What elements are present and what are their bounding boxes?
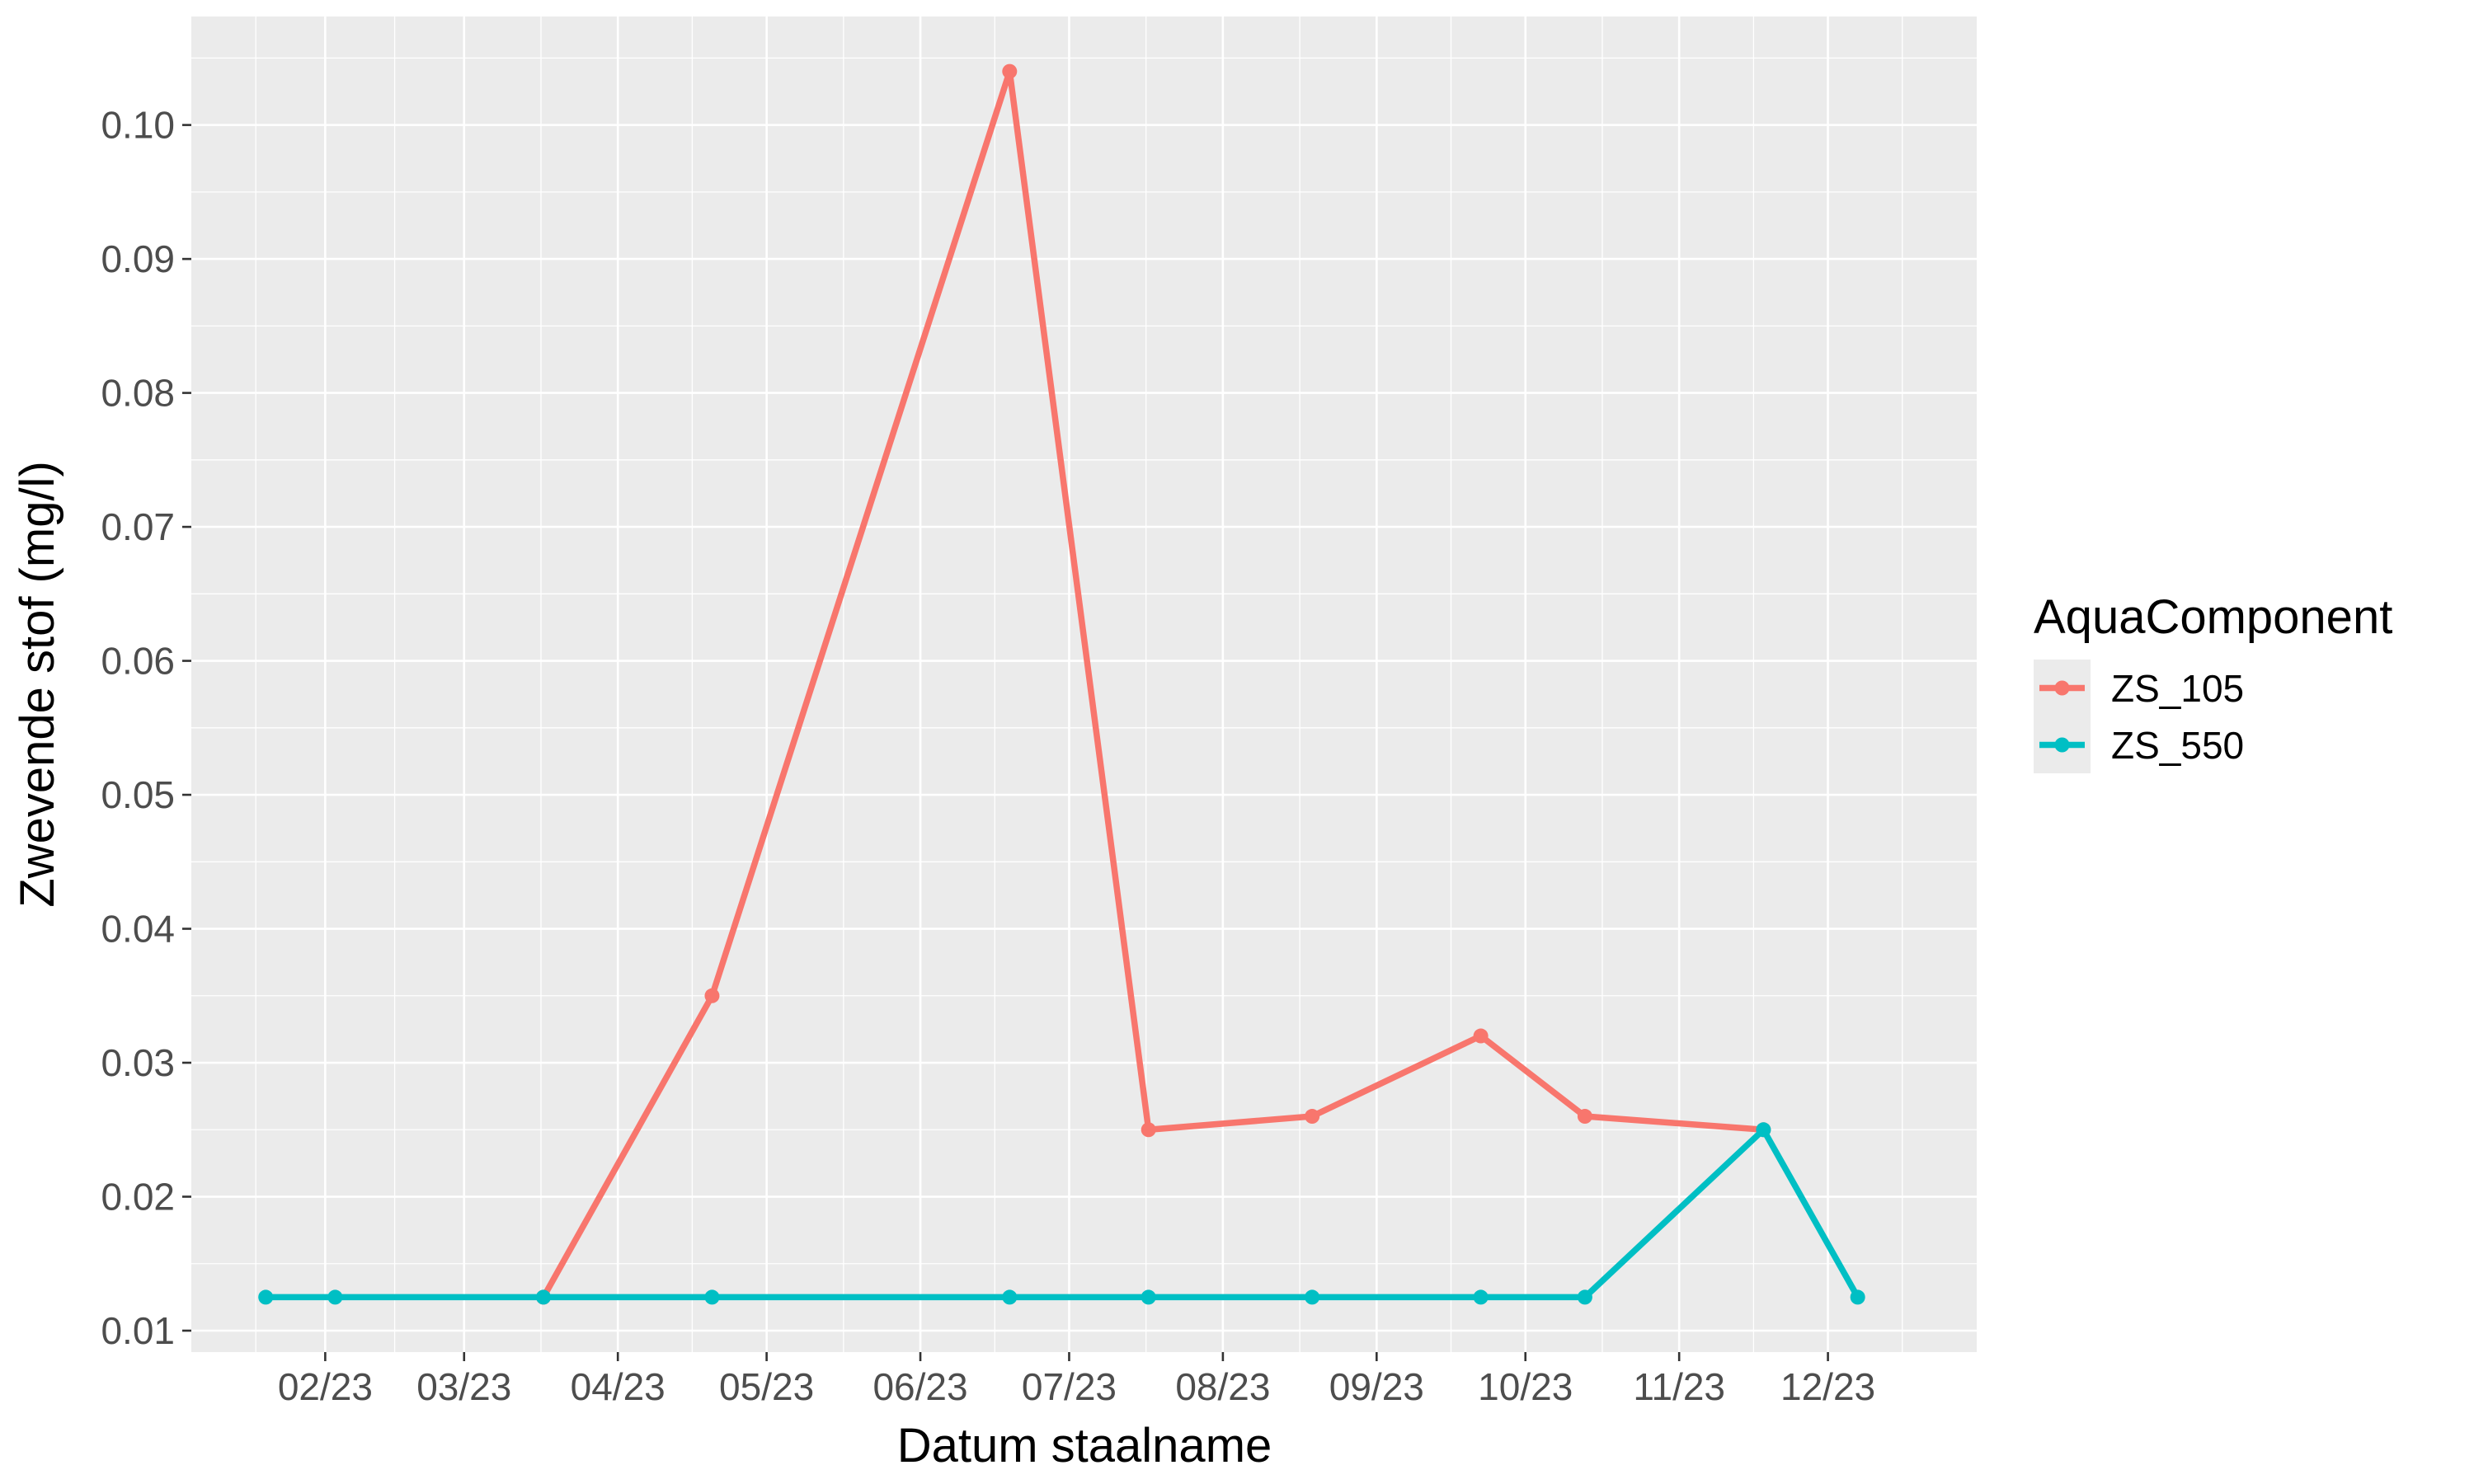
- y-tick-label: 0.05: [101, 773, 175, 816]
- x-tick-label: 10/23: [1478, 1365, 1573, 1408]
- legend-title: AquaComponent: [2034, 590, 2392, 644]
- series-line: [540, 68, 1764, 1299]
- y-tick-label: 0.06: [101, 640, 175, 683]
- data-point: [1002, 63, 1018, 79]
- x-tick-label: 08/23: [1175, 1365, 1270, 1408]
- y-tick-label: 0.09: [101, 237, 175, 280]
- y-tick-label: 0.02: [101, 1176, 175, 1219]
- y-tick-label: 0.10: [101, 104, 175, 147]
- data-point: [1577, 1289, 1592, 1305]
- x-tick-label: 07/23: [1022, 1365, 1117, 1408]
- x-axis: 02/23 03/23 04/23 05/23 06/23 07/23 08/23 09/23…: [278, 1352, 1875, 1408]
- data-point: [704, 988, 720, 1003]
- y-axis-title: Zwevende stof (mg/l): [11, 461, 64, 908]
- x-tick-label: 03/23: [416, 1365, 511, 1408]
- legend-items: ZS_105 ZS_550: [2034, 660, 2244, 773]
- legend-item: ZS_550: [2034, 716, 2244, 773]
- data-point: [1577, 1109, 1592, 1125]
- legend-item: ZS_105: [2034, 660, 2244, 716]
- x-tick-label: 04/23: [571, 1365, 666, 1408]
- x-tick-label: 11/23: [1633, 1365, 1725, 1408]
- data-point: [535, 1289, 551, 1305]
- data-point: [1305, 1109, 1320, 1125]
- x-tick-label: 09/23: [1329, 1365, 1424, 1408]
- plot-panel: [191, 16, 1977, 1352]
- legend-key-point: [2054, 680, 2070, 696]
- data-point: [1141, 1122, 1156, 1138]
- x-tick-label: 02/23: [278, 1365, 373, 1408]
- data-point: [1850, 1289, 1865, 1305]
- data-point: [1473, 1289, 1489, 1305]
- legend-label: ZS_550: [2111, 724, 2244, 767]
- data-point: [1305, 1289, 1320, 1305]
- data-point: [327, 1289, 343, 1305]
- y-tick-label: 0.03: [101, 1041, 175, 1084]
- y-tick-label: 0.07: [101, 505, 175, 548]
- legend: AquaComponent ZS_105 ZS_550: [2034, 590, 2392, 773]
- data-point: [704, 1289, 720, 1305]
- data-point: [1002, 1289, 1018, 1305]
- legend-label: ZS_105: [2111, 667, 2244, 710]
- y-tick-label: 0.04: [101, 908, 175, 951]
- minor-gridlines: [191, 16, 1977, 1352]
- x-tick-label: 12/23: [1780, 1365, 1875, 1408]
- data-point: [258, 1289, 274, 1305]
- data-point: [1141, 1289, 1156, 1305]
- y-tick-label: 0.08: [101, 372, 175, 415]
- legend-key-point: [2054, 737, 2070, 753]
- data-point: [1473, 1028, 1489, 1044]
- y-tick-label: 0.01: [101, 1309, 175, 1352]
- x-tick-label: 05/23: [719, 1365, 814, 1408]
- x-axis-title: Datum staalname: [897, 1419, 1272, 1472]
- series-layer: [258, 63, 1865, 1305]
- data-point: [1756, 1122, 1771, 1138]
- x-tick-label: 06/23: [872, 1365, 967, 1408]
- y-axis: 0.01 0.02 0.03 0.04 0.05 0.06 0.07 0.08 0.09 0.10: [101, 104, 191, 1352]
- series-zs-550: [258, 1122, 1865, 1305]
